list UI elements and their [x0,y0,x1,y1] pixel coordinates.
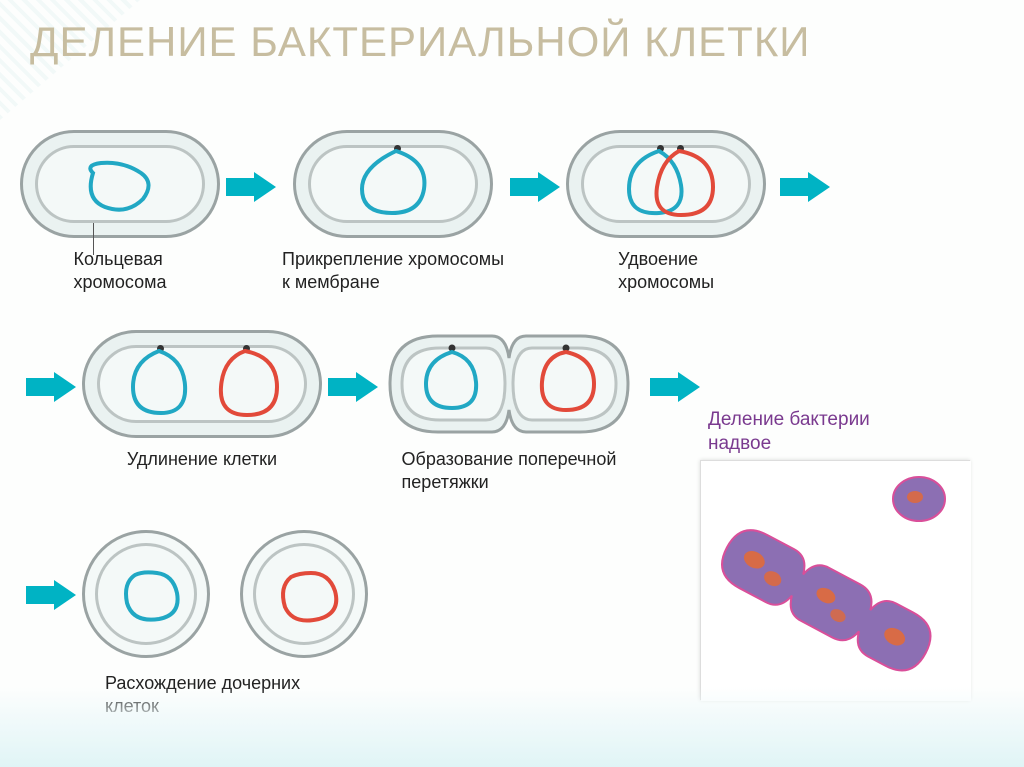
bacteria-micrograph-icon [701,461,971,701]
daughter-cell-blue [82,530,210,658]
stage-pinch: Образование поперечной перетяжки [384,330,634,493]
arrow-icon [322,372,384,402]
stage-attach: Прикрепление хромосомы к мембране [282,130,504,293]
stage-label: Кольцевая хромосома [73,248,166,293]
chromosome-attached-icon [296,133,496,241]
arrow-icon [774,172,836,202]
daughter-cell-red [240,530,368,658]
page-title: ДЕЛЕНИЕ БАКТЕРИАЛЬНОЙ КЛЕТКИ [30,18,811,66]
stage-elongate: Удлинение клетки [82,330,322,471]
chromosome-separated-icon [85,333,325,441]
stage-ring: Кольцевая хромосома [20,130,220,293]
stage-label: Удлинение клетки [127,448,277,471]
arrow-icon [20,580,82,610]
arrow-icon [644,372,706,402]
stage-label: Удвоение хромосомы [618,248,714,293]
chromosome-ring-icon [23,133,223,241]
diagram-stage: Кольцевая хромосома Прикрепление хромосо… [20,130,1004,747]
stage-label: Прикрепление хромосомы к мембране [282,248,504,293]
chromosome-pair-icon [569,133,769,241]
stage-duplicate: Удвоение хромосомы [566,130,766,293]
flow-row-0: Кольцевая хромосома Прикрепление хромосо… [20,130,1004,293]
bottom-gradient [0,687,1024,767]
micrograph-inset [700,460,970,700]
arrow-icon [220,172,282,202]
pinched-cell-icon [384,330,634,438]
chromosome-ring-icon [85,533,213,661]
arrow-icon [20,372,82,402]
arrow-icon [504,172,566,202]
micrograph-caption: Деление бактерии надвое [708,408,870,456]
stage-label: Образование поперечной перетяжки [402,448,617,493]
chromosome-ring-icon [243,533,371,661]
